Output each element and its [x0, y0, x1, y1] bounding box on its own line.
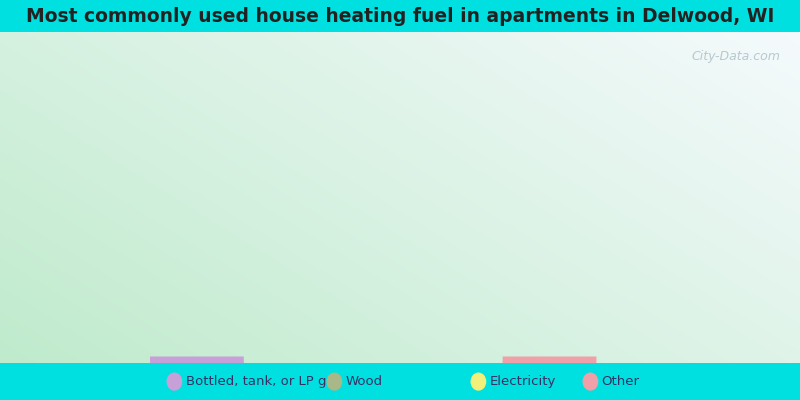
Text: Wood: Wood	[346, 375, 382, 388]
Text: Bottled, tank, or LP gas: Bottled, tank, or LP gas	[186, 375, 341, 388]
Wedge shape	[502, 356, 597, 378]
Wedge shape	[150, 356, 481, 400]
Bar	[0, 363, 800, 400]
Wedge shape	[485, 369, 595, 400]
Bar	[0, 0, 800, 33]
Text: Most commonly used house heating fuel in apartments in Delwood, WI: Most commonly used house heating fuel in…	[26, 7, 774, 26]
Ellipse shape	[327, 373, 342, 390]
Text: Other: Other	[602, 375, 640, 388]
Text: City-Data.com: City-Data.com	[691, 50, 780, 63]
Ellipse shape	[471, 373, 486, 390]
Ellipse shape	[583, 373, 598, 390]
Text: Electricity: Electricity	[490, 375, 556, 388]
Ellipse shape	[167, 373, 182, 390]
